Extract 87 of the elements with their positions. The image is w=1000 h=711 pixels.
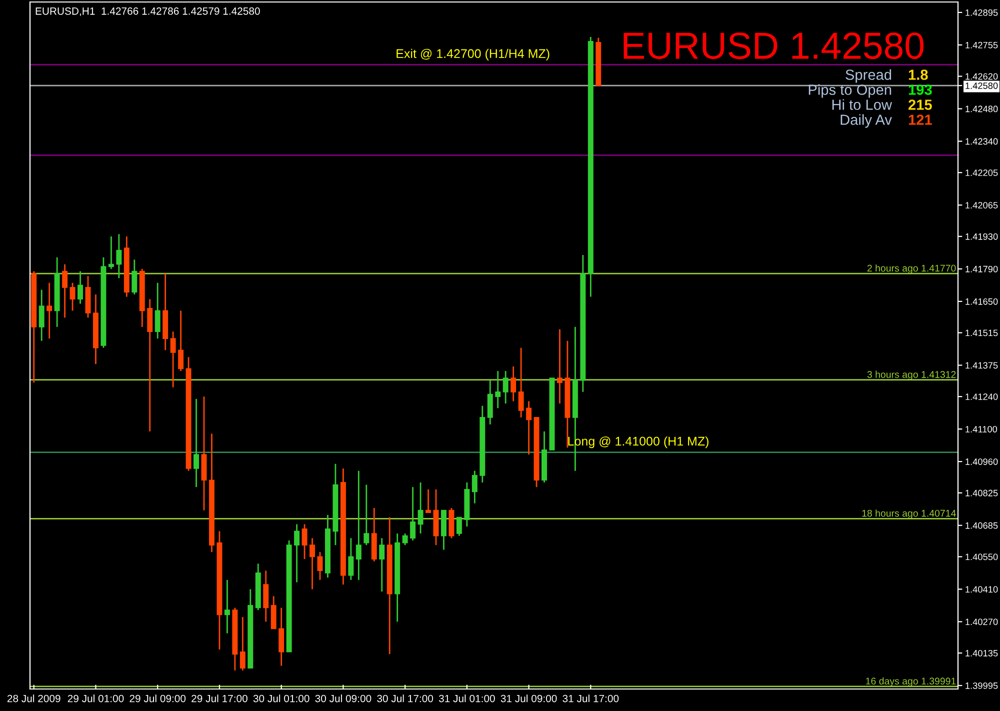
candlestick — [502, 370, 508, 404]
y-tick-label: 1.42480 — [966, 106, 998, 112]
candlestick — [526, 400, 532, 456]
y-tick-label: 1.40410 — [966, 586, 998, 593]
candlestick — [38, 289, 44, 342]
candlestick — [108, 236, 114, 270]
candlestick — [456, 516, 462, 537]
candlestick — [356, 470, 362, 581]
candlestick — [278, 607, 284, 666]
candlestick — [178, 310, 184, 372]
candlestick — [402, 532, 408, 546]
candlestick — [364, 484, 370, 546]
candlestick — [294, 524, 300, 583]
candlestick — [78, 270, 84, 304]
candlestick — [379, 537, 385, 592]
candlestick — [426, 488, 432, 514]
x-tick-label: 31 Jul 17:00 — [562, 694, 619, 702]
candlestick — [240, 616, 246, 672]
y-tick-label: 1.40270 — [966, 618, 998, 626]
y-tick-label: 1.42755 — [966, 42, 998, 48]
annotation: Hi to Low — [832, 99, 892, 110]
ref-line-label: 3 hours ago 1.41312 — [867, 370, 956, 380]
candlestick — [194, 398, 200, 488]
annotation: Spread — [846, 69, 892, 83]
candlestick — [317, 551, 323, 581]
candlestick — [410, 486, 416, 542]
ref-line-label: 18 hours ago 1.40714 — [862, 510, 956, 519]
x-tick-label: 31 Jul 01:00 — [438, 694, 495, 702]
x-tick-label: 30 Jul 17:00 — [377, 694, 434, 702]
candlestick — [510, 366, 516, 402]
candlestick — [132, 258, 138, 296]
annotation: 121 — [908, 114, 932, 125]
y-tick-label: 1.41790 — [966, 266, 998, 272]
x-tick-label: 30 Jul 09:00 — [315, 694, 372, 702]
y-tick-label: 1.41515 — [966, 330, 998, 336]
candlestick — [310, 537, 316, 590]
candlestick — [556, 328, 562, 404]
candlestick — [348, 537, 354, 581]
y-tick-label: 1.40825 — [966, 490, 998, 496]
y-tick-label: 1.41375 — [966, 362, 998, 369]
candlestick — [518, 347, 524, 418]
candlestick — [270, 595, 276, 630]
y-tick-label: 1.41650 — [966, 298, 998, 305]
annotation: 193 — [908, 84, 932, 95]
candlestick — [154, 282, 160, 340]
candlestick — [224, 579, 230, 634]
ref-line-label: 2 hours ago 1.41770 — [867, 264, 956, 274]
candlestick — [302, 524, 308, 560]
candlestick — [70, 282, 76, 312]
x-tick-label: 29 Jul 09:00 — [130, 694, 186, 702]
x-tick-label: 31 Jul 09:00 — [500, 694, 557, 702]
annotation: Exit @ 1.42700 (H1/H4 MZ) — [396, 48, 550, 60]
ref-line-label: 16 days ago 1.39991 — [866, 677, 956, 686]
annotation: EURUSD 1.42580 — [624, 32, 924, 60]
y-tick-label: 1.41930 — [966, 233, 998, 240]
candlestick — [46, 282, 52, 340]
x-tick-label: 29 Jul 01:00 — [68, 694, 124, 702]
candlestick — [170, 330, 176, 388]
candlestick — [147, 298, 153, 432]
annotation: 215 — [908, 100, 932, 110]
candlestick — [418, 482, 424, 534]
y-tick-label: 1.42895 — [966, 9, 998, 16]
candlestick — [495, 370, 501, 409]
x-tick-label: 28 Jul 2009 — [7, 694, 60, 702]
x-tick-label: 29 Jul 17:00 — [192, 694, 248, 702]
y-tick-label: 1.42340 — [966, 138, 998, 145]
y-tick-label: 1.42620 — [966, 73, 998, 80]
y-tick-label: 1.40135 — [966, 650, 998, 656]
y-tick-label: 1.41100 — [966, 426, 998, 432]
candlestick — [116, 233, 122, 279]
y-tick-label: 1.41240 — [966, 393, 998, 400]
y-tick-label: 1.40685 — [966, 522, 998, 529]
candlestick — [263, 570, 269, 622]
annotation: Daily Av — [840, 114, 892, 128]
annotation: Pips to Open — [808, 84, 892, 98]
annotation: 1.8 — [908, 70, 928, 80]
y-tick-label: 1.42065 — [966, 202, 998, 208]
y-tick-label: 1.42580 — [966, 82, 998, 89]
y-tick-label: 1.42205 — [966, 170, 998, 176]
candlestick — [472, 470, 478, 504]
candlestick — [62, 264, 68, 318]
x-tick-label: 30 Jul 01:00 — [253, 694, 310, 702]
y-tick-label: 1.40960 — [966, 458, 998, 465]
candlestick — [487, 380, 493, 426]
y-tick-label: 1.40550 — [966, 554, 998, 560]
y-tick-label: 1.39995 — [966, 682, 998, 689]
chart-title: EURUSD,H1 1.42766 1.42786 1.42579 1.42580 — [36, 7, 260, 16]
